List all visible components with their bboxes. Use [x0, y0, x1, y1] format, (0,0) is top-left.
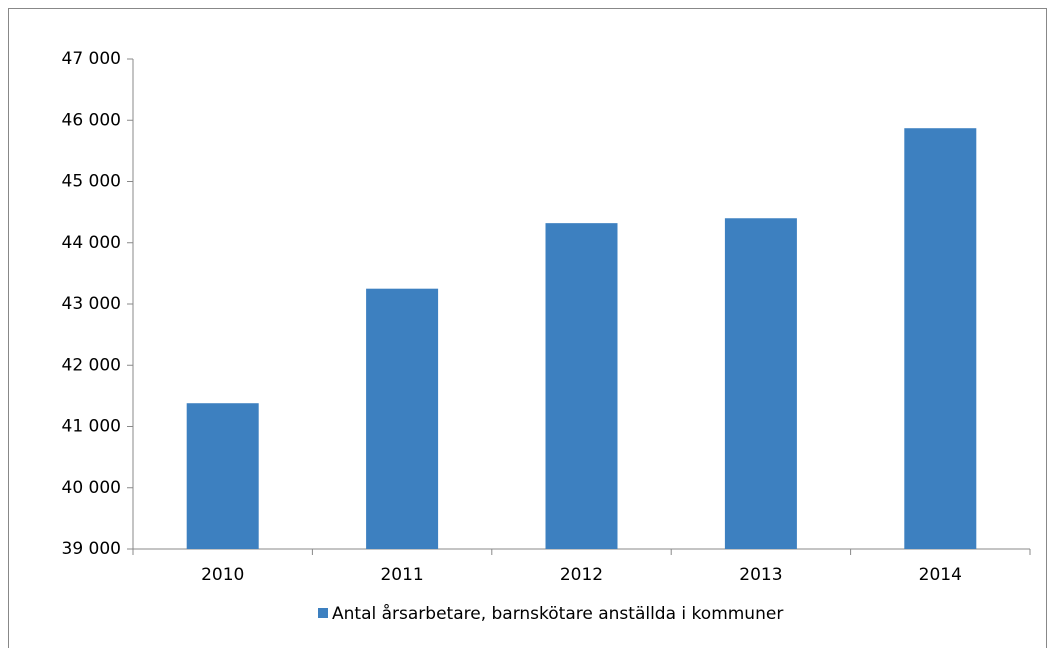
y-tick-label: 40 000	[62, 478, 121, 498]
bar	[545, 223, 618, 549]
y-tick-label: 43 000	[62, 294, 121, 314]
x-tick-label: 2011	[380, 565, 423, 585]
x-tick-label: 2012	[560, 565, 603, 585]
x-tick-label: 2010	[201, 565, 244, 585]
chart-frame	[8, 8, 1047, 648]
bar	[366, 288, 439, 549]
x-tick-label: 2014	[919, 565, 962, 585]
y-tick-label: 42 000	[62, 355, 121, 375]
bar	[904, 128, 977, 549]
bar	[724, 218, 797, 549]
y-tick-label: 39 000	[62, 539, 121, 559]
y-tick-label: 46 000	[62, 110, 121, 130]
bar	[186, 403, 259, 549]
x-tick-label: 2013	[739, 565, 782, 585]
y-tick-label: 44 000	[62, 233, 121, 253]
y-tick-label: 41 000	[62, 417, 121, 437]
y-tick-label: 45 000	[62, 172, 121, 192]
legend-label: Antal årsarbetare, barnskötare anställda…	[332, 603, 783, 624]
legend-swatch	[318, 608, 328, 618]
y-tick-label: 47 000	[62, 49, 121, 69]
